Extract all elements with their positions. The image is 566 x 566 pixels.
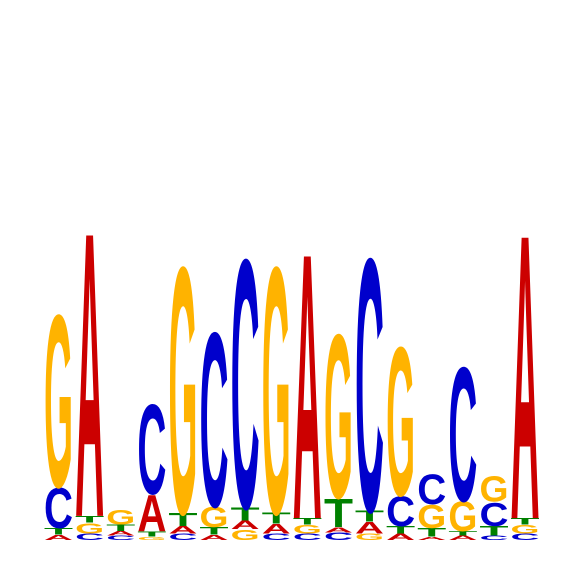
- logo-letter-t: T: [137, 530, 166, 538]
- logo-letter-c: C: [293, 532, 322, 542]
- logo-letter-c: C: [355, 183, 384, 566]
- logo-letter-a: A: [44, 533, 73, 541]
- logo-letter-a: A: [137, 484, 166, 542]
- logo-letter-t: T: [417, 526, 446, 539]
- logo-letter-a: A: [324, 526, 353, 534]
- logo-letter-t: T: [231, 504, 260, 525]
- logo-letter-g: G: [448, 494, 477, 541]
- logo-letter-g: G: [293, 522, 322, 536]
- logo-letter-c: C: [262, 532, 291, 542]
- logo-letter-c: C: [479, 535, 508, 542]
- logo-letter-c: C: [479, 496, 508, 533]
- logo-letter-a: A: [386, 532, 415, 542]
- logo-letter-c: C: [75, 532, 104, 542]
- logo-letter-g: G: [75, 520, 104, 537]
- logo-letter-a: A: [168, 524, 197, 536]
- logo-letter-g: G: [137, 536, 166, 541]
- logo-letter-c: C: [386, 488, 415, 535]
- logo-letter-a: A: [75, 149, 104, 566]
- logo-letter-a: A: [293, 175, 322, 566]
- logo-letter-a: A: [448, 535, 477, 542]
- logo-letter-c: C: [448, 329, 477, 542]
- logo-letter-a: A: [200, 533, 229, 541]
- logo-letter-c: C: [44, 476, 73, 541]
- logo-letter-a: A: [417, 536, 446, 541]
- logo-letter-g: G: [262, 195, 291, 566]
- logo-letter-t: T: [386, 524, 415, 536]
- logo-letter-t: T: [511, 517, 540, 527]
- logo-letter-c: C: [231, 185, 260, 566]
- logo-letter-t: T: [106, 523, 135, 533]
- logo-letter-g: G: [44, 264, 73, 539]
- logo-letter-c: C: [168, 532, 197, 542]
- logo-letter-t: T: [200, 525, 229, 537]
- logo-letter-a: A: [355, 518, 384, 537]
- logo-letter-t: T: [448, 530, 477, 537]
- logo-letter-t: T: [168, 509, 197, 530]
- logo-letter-a: A: [231, 518, 260, 532]
- logo-letter-t: T: [262, 510, 292, 527]
- logo-letter-t: T: [75, 514, 104, 524]
- logo-letter-c: C: [417, 466, 446, 513]
- logo-letter-g: G: [168, 195, 197, 566]
- logo-letter-t: T: [324, 491, 353, 536]
- logo-letter-g: G: [479, 469, 508, 510]
- logo-letter-c: C: [511, 532, 540, 542]
- logo-letter-g: G: [386, 304, 415, 541]
- logo-letter-g: G: [417, 498, 446, 536]
- logo-letter-g: G: [511, 522, 540, 536]
- logo-letter-t: T: [355, 508, 385, 525]
- logo-letter-t: T: [293, 517, 322, 527]
- logo-letter-g: G: [324, 285, 353, 548]
- logo-letter-a: A: [106, 530, 135, 537]
- logo-letter-c: C: [200, 280, 229, 559]
- logo-letter-t: T: [479, 523, 508, 538]
- logo-letter-a: A: [511, 151, 540, 566]
- logo-letter-g: G: [231, 527, 260, 544]
- logo-letter-c: C: [106, 535, 135, 542]
- logo-letter-g: G: [355, 532, 384, 542]
- logo-letter-t: T: [44, 527, 73, 537]
- logo-letter-c: C: [324, 531, 353, 543]
- logo-letter-g: G: [106, 506, 135, 529]
- logo-letter-c: C: [137, 379, 166, 522]
- logo-letter-a: A: [262, 522, 291, 537]
- logo-letter-g: G: [200, 502, 229, 534]
